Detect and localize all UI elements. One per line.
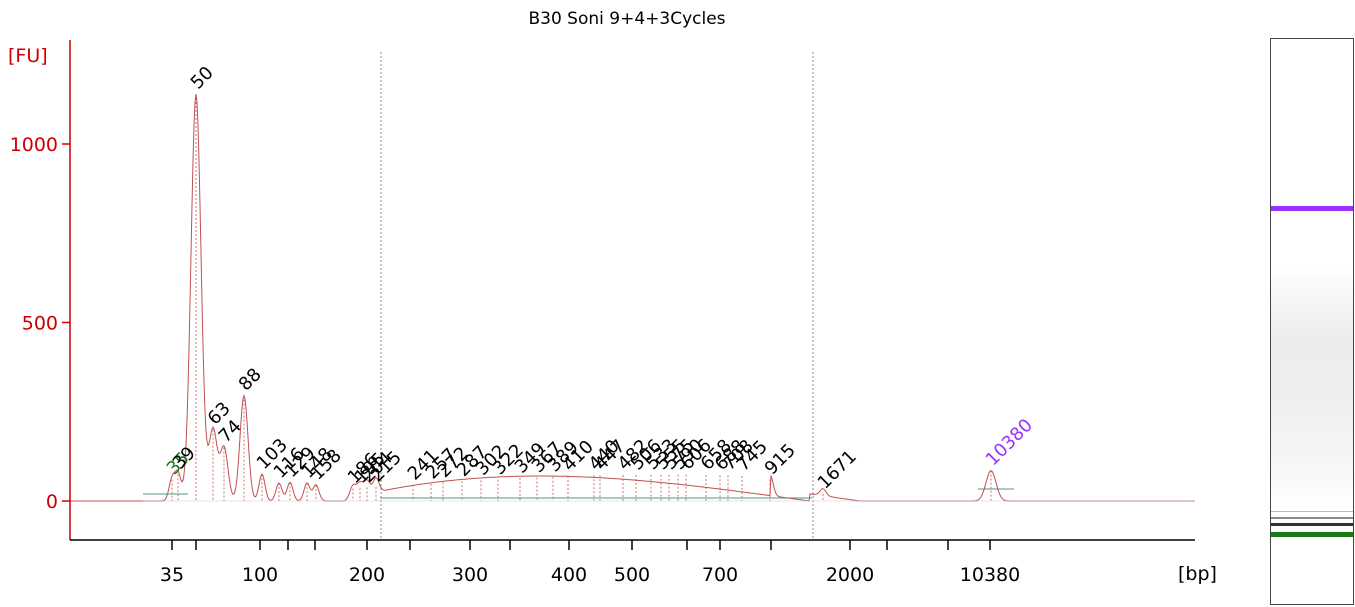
gel-smear	[1271, 269, 1353, 509]
x-axis-ticks: 35 100 200 300 400 500 700 2000 10380	[160, 540, 1020, 586]
x-tick-label-200: 200	[349, 564, 385, 586]
electropherogram-chart: B30 Soni 9+4+3Cycles [FU] [bp] 05001000 …	[8, 9, 1217, 586]
peak-label-1671: 1671	[814, 446, 861, 493]
x-axis-label: [bp]	[1178, 563, 1217, 585]
x-tick-label-500: 500	[614, 564, 650, 586]
peak-label-10380: 10380	[982, 415, 1037, 470]
gel-band-dark	[1271, 523, 1353, 526]
y-tick-label-1000: 1000	[10, 134, 58, 156]
gel-band-faint	[1271, 511, 1353, 512]
gel-image-panel	[1270, 38, 1354, 605]
peak-label-915: 915	[761, 440, 800, 479]
x-tick-label-100: 100	[242, 564, 278, 586]
y-axis-label: [FU]	[8, 45, 48, 67]
peak-label-88: 88	[235, 364, 266, 395]
x-tick-label-700: 700	[702, 564, 738, 586]
gel-band-medium	[1271, 517, 1353, 519]
gel-lower-marker-band	[1271, 532, 1353, 537]
y-tick-label-500: 500	[22, 313, 58, 335]
chart-title: B30 Soni 9+4+3Cycles	[528, 9, 725, 29]
x-tick-label-2000: 2000	[826, 564, 874, 586]
x-tick-label-300: 300	[452, 564, 488, 586]
region-gridlines	[380, 52, 814, 540]
y-axis-ticks: 0 500 1000	[10, 134, 70, 513]
y-tick-label-0: 0	[46, 491, 58, 513]
x-tick-label-10380: 10380	[960, 564, 1020, 586]
x-tick-label-35: 35	[160, 564, 184, 586]
peak-markers	[171, 94, 992, 501]
gel-upper-marker-band	[1271, 206, 1353, 211]
peak-labels: 3539506374881031161291481581861952042152…	[163, 63, 1037, 494]
x-tick-label-400: 400	[551, 564, 587, 586]
peak-label-50: 50	[187, 63, 218, 94]
